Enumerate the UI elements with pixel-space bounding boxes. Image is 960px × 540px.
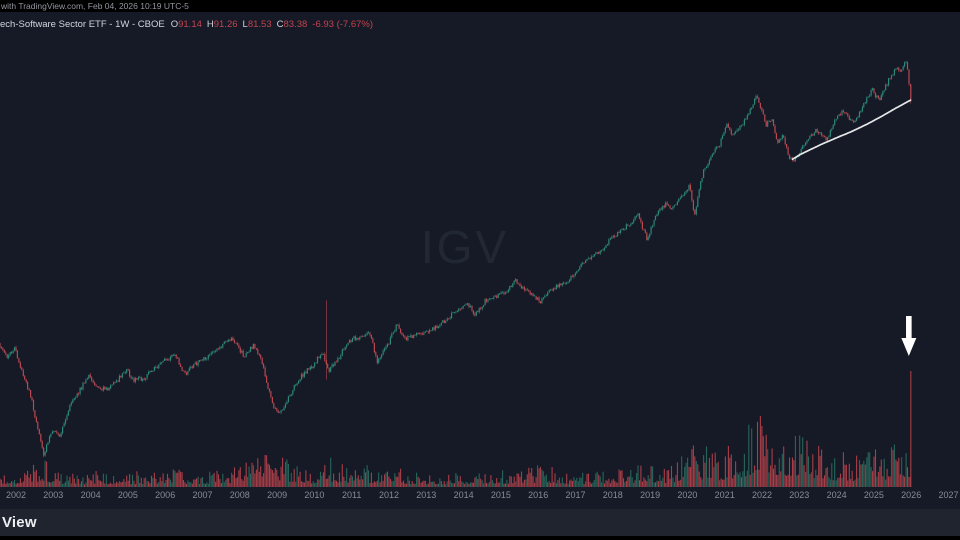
publish-bar: with TradingView.com, Feb 04, 2026 10:19… <box>0 0 960 12</box>
x-axis-label-2011: 2011 <box>342 490 362 500</box>
change-value: -6.93 (-7.67%) <box>312 19 374 30</box>
x-axis-label-2004: 2004 <box>80 490 101 500</box>
volume-bars-down <box>0 371 912 487</box>
x-axis-label-2008: 2008 <box>229 490 250 500</box>
volume-bars-up <box>8 424 907 487</box>
x-axis-label-2009: 2009 <box>267 490 288 500</box>
candle-bodies-up <box>8 61 907 456</box>
ohlc-high: H91.26 <box>206 19 238 30</box>
x-axis-label-2012: 2012 <box>378 490 400 500</box>
down-arrow-annotation[interactable] <box>901 316 917 356</box>
x-axis-label-2026: 2026 <box>901 490 922 500</box>
x-axis-label-2015: 2015 <box>490 490 511 500</box>
x-axis-label-2017: 2017 <box>565 490 586 500</box>
publish-attribution-text: with TradingView.com, Feb 04, 2026 10:19… <box>1 1 189 11</box>
symbol-description: ech-Software Sector ETF - 1W - CBOE <box>0 19 165 30</box>
tradingview-logo[interactable]: View <box>2 514 37 531</box>
candle-bodies-down <box>0 62 912 456</box>
footer-bar: View <box>0 509 960 536</box>
ohlc-close: C83.38 <box>276 19 308 30</box>
x-axis-label-2025: 2025 <box>863 490 884 500</box>
candle-wicks-down <box>0 61 912 458</box>
x-axis-label-2006: 2006 <box>155 490 176 500</box>
x-axis-label-2024: 2024 <box>826 490 847 500</box>
x-axis-label-2020: 2020 <box>677 490 698 500</box>
x-axis-label-2005: 2005 <box>117 490 138 500</box>
symbol-watermark: IGV <box>420 221 510 273</box>
x-axis-label-2010: 2010 <box>304 490 325 500</box>
x-axis-label-2013: 2013 <box>416 490 437 500</box>
x-axis-label-2007: 2007 <box>192 490 213 500</box>
x-axis-label-2022: 2022 <box>751 490 773 500</box>
x-axis-label-2003: 2003 <box>43 490 64 500</box>
ohlc-low: L81.53 <box>242 19 272 30</box>
x-axis-label-2027: 2027 <box>938 490 959 500</box>
x-axis-label-2016: 2016 <box>528 490 549 500</box>
x-axis-label-2023: 2023 <box>789 490 810 500</box>
ohlc-open: O91.14 <box>170 19 202 30</box>
x-axis-label-2002: 2002 <box>5 490 27 500</box>
x-axis-label-2021: 2021 <box>714 490 735 500</box>
x-axis-label-2018: 2018 <box>602 490 623 500</box>
candle-wicks-up <box>8 60 907 457</box>
x-axis-label-2019: 2019 <box>640 490 661 500</box>
trend-line-overlay[interactable] <box>791 99 912 161</box>
footer-strip <box>0 536 960 540</box>
symbol-legend[interactable]: ech-Software Sector ETF - 1W - CBOE O91.… <box>0 19 373 30</box>
x-axis-label-2014: 2014 <box>453 490 474 500</box>
